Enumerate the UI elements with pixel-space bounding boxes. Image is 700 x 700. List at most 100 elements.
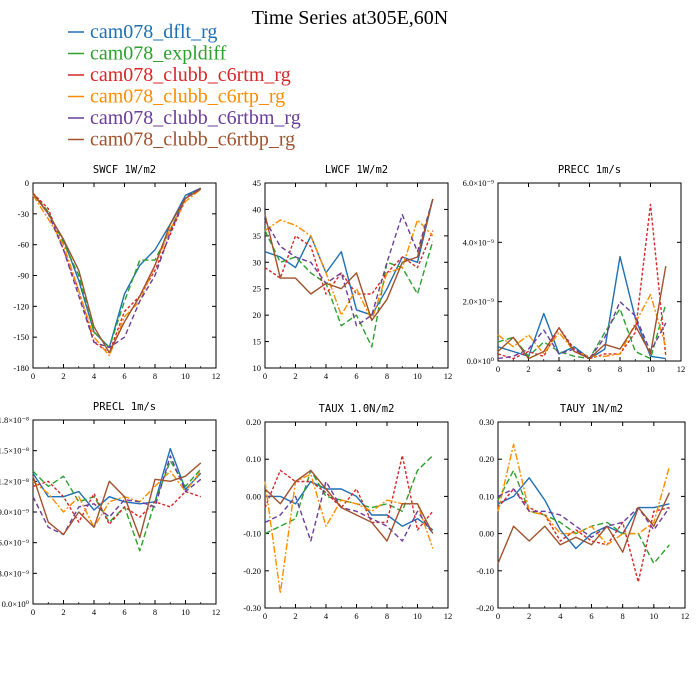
y-tick-label: 35 [253,231,262,241]
panel-title: SWCF 1W/m2 [93,164,156,176]
series-line [497,469,670,565]
x-tick-label: 12 [444,371,453,381]
y-tick-label: 40 [253,204,262,214]
series-line [264,480,434,542]
y-tick-label: 1.5×10⁻⁸ [0,446,29,456]
x-tick-label: 10 [413,371,422,381]
chart-panel: TAUX 1.0N/m2 0 2 4 6 8 10 12 -0.30 -0.20 -0.10 0.00… [243,403,452,621]
plot-frame [32,182,217,369]
y-tick-label: 0.10 [479,491,494,501]
x-tick-label: 0 [263,371,267,381]
x-tick-label: 6 [354,371,358,381]
series-line [32,187,202,349]
y-tick-label: 2.0×10⁻⁹ [463,297,494,307]
y-tick-label: 3.0×10⁻⁹ [0,568,29,578]
y-tick-label: 0.20 [246,417,261,427]
x-tick-label: 10 [646,364,655,374]
x-tick-label: 10 [413,611,422,621]
series-line [497,303,667,360]
x-tick-label: 2 [61,371,65,381]
series-line [264,230,434,295]
y-tick-label: 1.8×10⁻⁸ [0,415,29,425]
x-tick-label: 2 [527,611,531,621]
y-tick-label: 20 [253,310,262,320]
legend-entry: cam078_clubb_c6rtbm_rg [90,107,301,129]
series-line [497,301,667,360]
series-line [264,198,434,322]
y-tick-label: 0.0×10⁰ [467,356,495,366]
x-tick-label: 6 [122,607,126,617]
x-tick-label: 8 [618,364,622,374]
y-tick-label: 0 [25,178,29,188]
plot-frame [32,419,217,605]
x-tick-label: 12 [681,611,690,621]
series-line [264,454,434,531]
series-line [32,470,202,528]
plot-frame [264,182,449,369]
x-tick-label: 8 [385,371,389,381]
y-tick-label: 25 [253,284,262,294]
y-tick-label: 4.0×10⁻⁹ [463,237,494,247]
y-tick-label: 0.30 [479,417,494,427]
y-tick-label: 15 [253,337,262,347]
legend-entry: cam078_clubb_c6rtbp_rg [90,129,295,151]
figure-title: Time Series at305E,60N [252,7,448,29]
legend-entry: cam078_clubb_c6rtp_rg [90,86,285,108]
x-tick-label: 6 [122,371,126,381]
y-tick-label: 6.0×10⁻⁹ [463,178,494,188]
y-tick-label: 0.10 [246,454,261,464]
y-tick-label: -30 [18,209,29,219]
x-tick-label: 0 [31,371,35,381]
chart-panel: PRECL 1m/s 0 2 4 6 8 10 12 0.0×10⁰ 3.0×10⁻⁹ 6.0×10… [0,401,220,617]
y-tick-label: -0.10 [476,566,494,576]
x-tick-label: 0 [31,607,35,617]
series-line [497,265,667,360]
series-line [32,480,202,525]
chart-panel: LWCF 1W/m2 0 2 4 6 8 10 12 10 15 20 25 30 35 40 45 [253,164,453,381]
y-tick-label: 6.0×10⁻⁹ [0,538,29,548]
x-tick-label: 12 [212,371,221,381]
x-tick-label: 2 [293,611,297,621]
panel-title: PRECL 1m/s [93,401,156,413]
y-tick-label: 0.00 [246,491,261,501]
series-line [264,230,434,348]
x-tick-label: 2 [293,371,297,381]
y-tick-label: -90 [18,271,29,281]
series-line [497,293,667,357]
y-tick-label: 10 [253,363,262,373]
y-tick-label: -0.20 [476,603,494,613]
series-line [497,488,670,538]
legend-entry: cam078_expldiff [90,43,227,65]
series-line [264,198,434,327]
x-tick-label: 8 [385,611,389,621]
y-tick-label: 0.00 [479,529,494,539]
x-tick-label: 6 [587,364,591,374]
x-tick-label: 4 [92,371,97,381]
series-line [32,462,202,539]
x-tick-label: 4 [324,611,329,621]
x-tick-label: 10 [181,371,190,381]
x-tick-label: 8 [153,371,157,381]
series-line [264,198,434,316]
x-tick-label: 8 [621,611,625,621]
x-tick-label: 4 [324,371,329,381]
y-tick-label: 1.2×10⁻⁸ [0,476,29,486]
x-tick-label: 10 [650,611,659,621]
x-tick-label: 0 [263,611,267,621]
x-tick-label: 4 [557,364,562,374]
panel-title: TAUX 1.0N/m2 [319,403,395,415]
y-tick-label: 30 [253,257,262,267]
y-tick-label: -0.30 [243,603,261,613]
x-tick-label: 4 [558,611,563,621]
chart-panel: PRECC 1m/s 0 2 4 6 8 10 12 0.0×10⁰ 2.0×10⁻⁹ 4.0×10… [463,164,686,374]
x-tick-label: 6 [589,611,593,621]
plot-frame [497,421,686,609]
legend: cam078_dflt_rgcam078_expldiffcam078_club… [68,21,301,151]
series-line [497,443,671,546]
legend-entry: cam078_clubb_c6rtm_rg [90,64,291,86]
series-line [32,187,202,349]
y-tick-label: -0.20 [243,566,261,576]
panel-title: LWCF 1W/m2 [325,164,388,176]
y-tick-label: 45 [253,178,262,188]
